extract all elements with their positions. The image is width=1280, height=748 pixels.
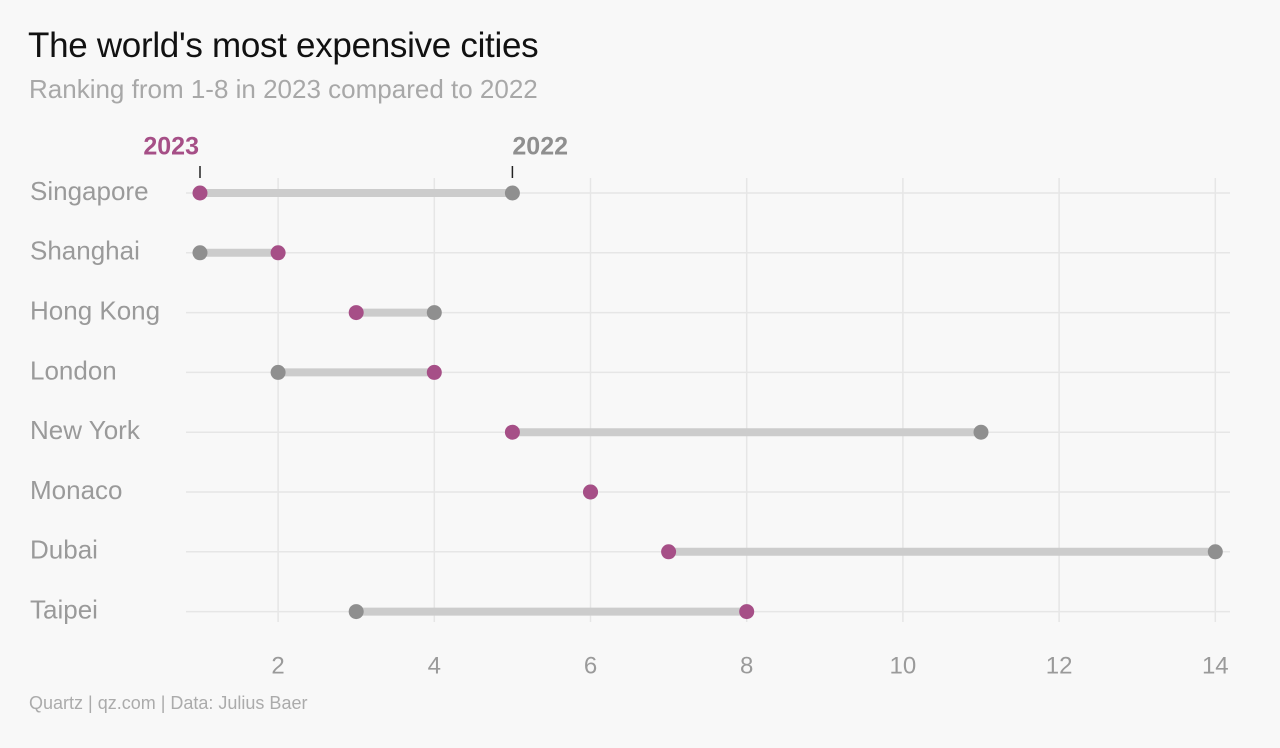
x-tick-label: 4: [428, 652, 441, 679]
source-note: Quartz | qz.com | Data: Julius Baer: [29, 693, 308, 713]
x-tick-label: 2: [271, 652, 284, 679]
point-2023: [270, 245, 286, 261]
point-2023: [739, 604, 755, 620]
x-tick-label: 6: [584, 652, 597, 679]
legend-2022-label: 2022: [512, 133, 568, 161]
city-label: Monaco: [30, 475, 123, 505]
city-label: London: [30, 355, 117, 385]
point-2023: [192, 185, 208, 201]
chart-subtitle: Ranking from 1-8 in 2023 compared to 202…: [29, 74, 538, 104]
city-label: New York: [30, 415, 141, 445]
point-2022: [270, 364, 286, 380]
x-tick-label: 8: [740, 652, 753, 679]
point-2022: [192, 245, 208, 261]
city-label: Singapore: [30, 176, 149, 206]
point-2022: [504, 185, 520, 201]
x-tick-label: 14: [1202, 652, 1229, 679]
legend-2023-label: 2023: [143, 133, 199, 161]
point-2022: [1207, 544, 1223, 560]
labels: 2 4 6 8 10 12 14 Singapore Shanghai Hong Kong Lond…: [30, 133, 1229, 680]
x-tick-label: 10: [890, 652, 917, 679]
city-label: Hong Kong: [30, 295, 160, 325]
chart-title: The world's most expensive cities: [28, 26, 539, 65]
point-2022: [348, 604, 364, 620]
point-2023: [426, 364, 442, 380]
point-2023: [504, 424, 520, 440]
city-label: Dubai: [30, 535, 98, 565]
point-2022: [973, 424, 989, 440]
x-tick-label: 12: [1046, 652, 1073, 679]
connectors: [200, 189, 1216, 616]
city-label: Taipei: [30, 594, 98, 624]
point-2022: [426, 305, 442, 321]
point-2023: [583, 484, 598, 500]
point-2023: [348, 305, 364, 321]
point-2023: [661, 544, 677, 560]
data-points: [192, 185, 1223, 620]
city-label: Shanghai: [30, 236, 140, 266]
